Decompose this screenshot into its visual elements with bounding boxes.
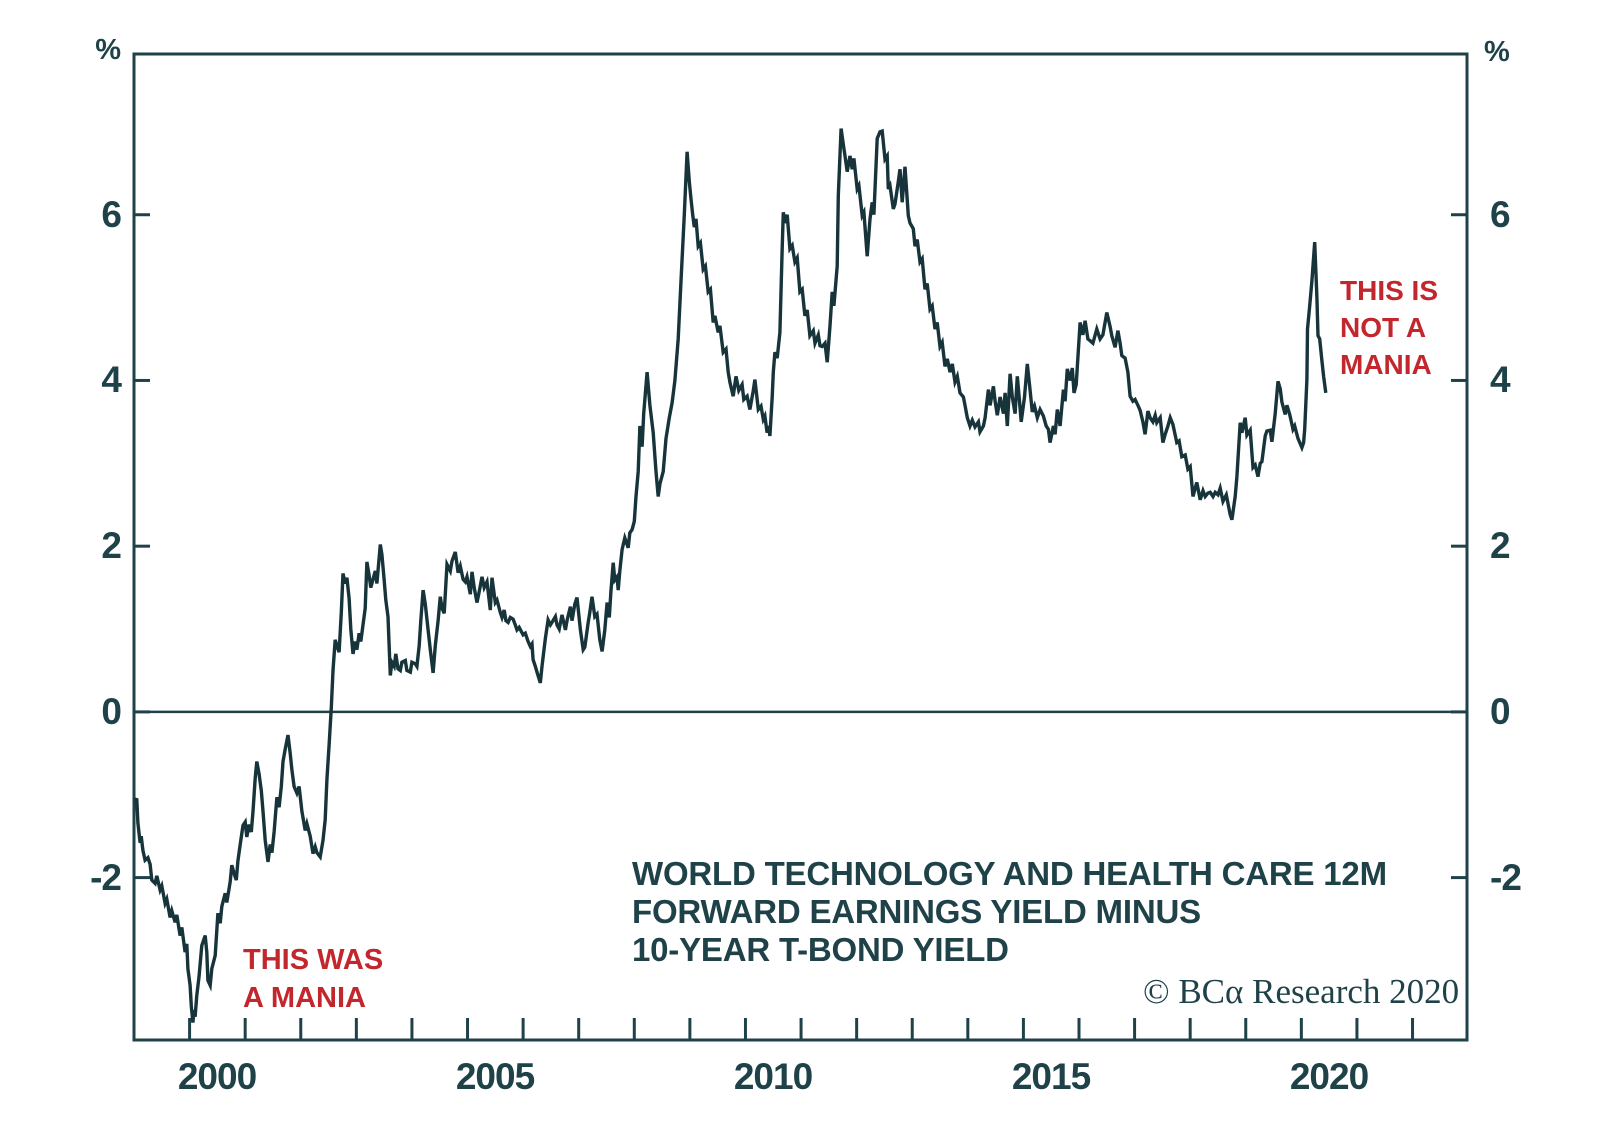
annotation-this-is-not-a-mania: THIS IS NOT A MANIA	[1340, 272, 1438, 383]
y-axis-unit-left: %	[95, 34, 121, 66]
x-tick-label: 2015	[1011, 1056, 1091, 1097]
copyright: © BCα Research 2020	[1143, 972, 1460, 1011]
y-axis-unit-right: %	[1484, 36, 1510, 68]
series-line	[133, 128, 1328, 1023]
y-tick-label-left: 2	[101, 525, 122, 566]
annotation-line: THIS IS	[1340, 275, 1439, 306]
annotation-line: MANIA	[1340, 349, 1432, 380]
y-tick-label-right: 4	[1490, 359, 1511, 400]
annotation-line: NOT A	[1340, 312, 1427, 343]
x-tick-label: 2010	[733, 1056, 813, 1097]
y-tick-label-left: -2	[90, 857, 122, 898]
chart-title-line-3: 10-YEAR T-BOND YIELD	[632, 931, 1009, 968]
y-tick-label-left: 4	[101, 359, 122, 400]
y-tick-label-right: 0	[1490, 691, 1511, 732]
x-tick-label: 2000	[177, 1056, 257, 1097]
y-tick-label-left: 6	[101, 194, 122, 235]
y-tick-label-right: -2	[1490, 857, 1522, 898]
annotation-line: A MANIA	[243, 982, 366, 1014]
y-tick-label-right: 6	[1490, 194, 1511, 235]
x-tick-label: 2020	[1289, 1056, 1369, 1097]
chart-title-line-1: WORLD TECHNOLOGY AND HEALTH CARE 12M	[632, 855, 1387, 892]
y-tick-label-right: 2	[1490, 525, 1511, 566]
chart-title-line-2: FORWARD EARNINGS YIELD MINUS	[632, 893, 1201, 930]
x-tick-label: 2005	[455, 1056, 535, 1097]
annotation-this-was-a-mania: THIS WAS A MANIA	[243, 941, 383, 1017]
y-tick-label-left: 0	[101, 691, 122, 732]
chart-title: WORLD TECHNOLOGY AND HEALTH CARE 12M FOR…	[632, 855, 1387, 969]
annotation-line: THIS WAS	[243, 944, 384, 976]
